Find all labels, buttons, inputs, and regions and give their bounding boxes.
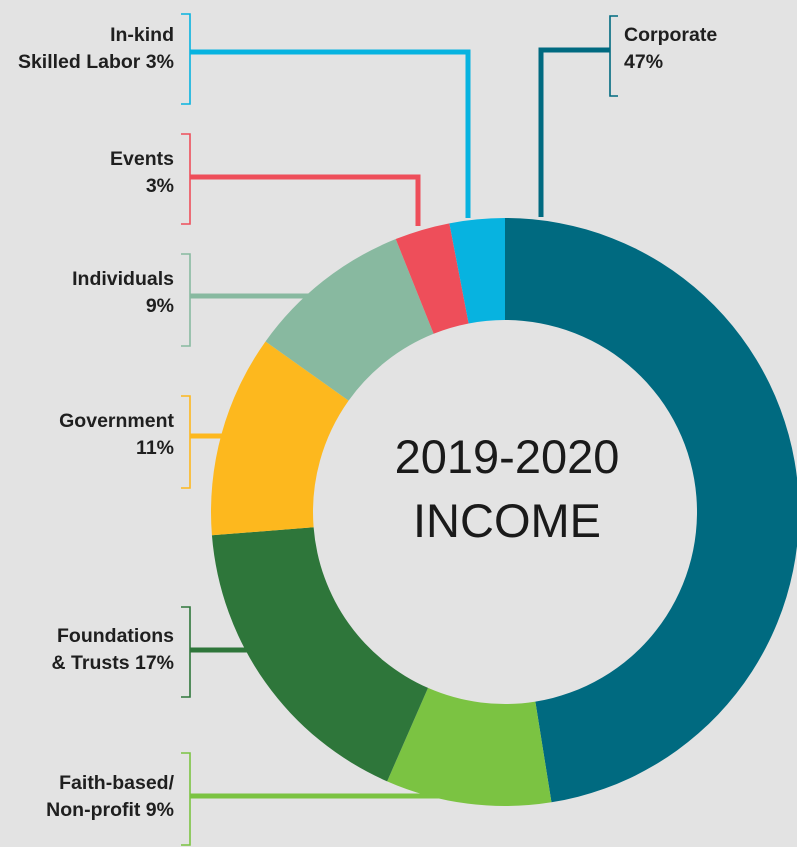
- label-bracket-government: [181, 395, 191, 489]
- slice-corporate: [505, 218, 797, 803]
- label-events: Events 3%: [110, 148, 174, 197]
- leader-line-in-kind-skilled-labor: [190, 49, 471, 218]
- label-bracket-foundations-trusts: [181, 606, 191, 698]
- slice-events: [395, 223, 469, 334]
- label-bracket-faith-based-non-profit: [181, 752, 191, 846]
- label-foundations: Foundations & Trusts 17%: [51, 625, 174, 674]
- label-individuals: Individuals 9%: [72, 268, 174, 317]
- slice-in-kind-skilled-labor: [449, 218, 505, 324]
- label-government: Government 11%: [59, 410, 174, 459]
- label-bracket-in-kind-skilled-labor: [181, 13, 191, 105]
- label-bracket-events: [181, 133, 191, 225]
- chart-title-line2: INCOME: [413, 494, 601, 547]
- leader-line-corporate: [538, 47, 610, 217]
- label-bracket-individuals: [181, 253, 191, 347]
- slice-government: [211, 341, 349, 536]
- label-corporate: Corporate 47%: [624, 24, 718, 73]
- chart-title-line1: 2019-2020: [394, 430, 620, 483]
- slice-foundations-trusts: [211, 527, 429, 782]
- slice-individuals: [265, 239, 434, 401]
- chart-title: 2019-2020 INCOME: [322, 425, 692, 553]
- label-in-kind: In-kind Skilled Labor 3%: [17, 24, 174, 73]
- leader-line-events: [190, 174, 421, 226]
- label-faith-based: Faith-based/ Non-profit 9%: [46, 772, 174, 821]
- slice-faith-based-non-profit: [387, 687, 552, 806]
- label-bracket-corporate: [609, 15, 618, 97]
